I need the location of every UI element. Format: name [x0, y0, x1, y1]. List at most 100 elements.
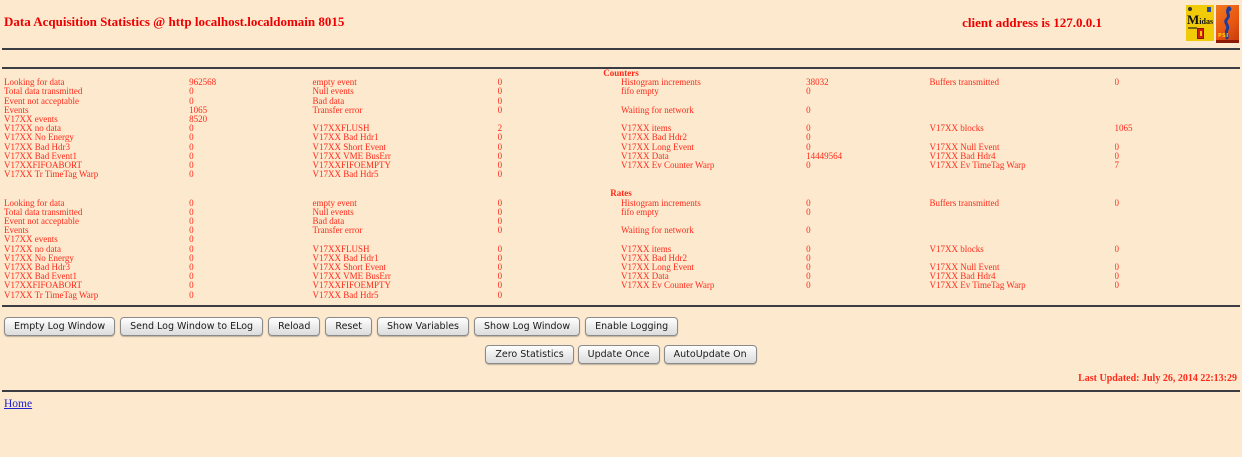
reload-button[interactable]: Reload [268, 316, 321, 336]
empty-log-window-button[interactable]: Empty Log Window [4, 316, 116, 336]
stats-row: V17XX Tr TimeTag Warp 0 V17XX Bad Hdr5 0 [4, 291, 1238, 300]
psi-logo-icon[interactable]: PSI [1216, 5, 1239, 43]
stats-row: V17XX events 8520 [4, 115, 1238, 124]
divider [2, 389, 1240, 392]
stat-value: 0 [189, 198, 194, 208]
stat-value: 0 [497, 272, 503, 282]
stat-value: 0 [497, 133, 503, 143]
stat-label: V17XXFIFOABORT [4, 161, 82, 171]
stat-value [1115, 97, 1238, 106]
section-heading-rates: Rates [610, 188, 632, 199]
stats-row: V17XX No Energy 0 V17XX Bad Hdr1 0 V17XX Bad… [4, 133, 1238, 142]
zero-statistics-button[interactable]: Zero Statistics [485, 344, 574, 364]
stat-label: Waiting for network [620, 105, 694, 115]
stat-value [806, 217, 929, 226]
stat-value: 0 [497, 151, 503, 161]
stat-value: 0 [497, 96, 503, 106]
stat-label: Histogram increments [620, 198, 701, 208]
stat-value: 0 [189, 226, 194, 236]
stat-value: 14449564 [806, 151, 843, 161]
stat-value [1115, 235, 1238, 244]
stat-label: V17XX Ev Counter Warp [620, 281, 715, 291]
home-link[interactable]: Home [4, 397, 33, 410]
logos: Midas PSI [1186, 5, 1239, 43]
stat-label [621, 97, 806, 106]
stat-label: V17XX Long Event [620, 263, 694, 273]
stat-label [312, 115, 497, 124]
stat-label: Bad data [312, 217, 345, 227]
stats-row: Event not acceptable 0 Bad data 0 [4, 97, 1238, 106]
stat-value: 0 [806, 281, 811, 291]
stat-label: V17XX items [620, 244, 672, 254]
stat-label: V17XX Null Event [929, 142, 1000, 152]
stat-label: Waiting for network [620, 226, 694, 236]
stat-value: 0 [806, 87, 811, 97]
stat-label: V17XXFLUSH [312, 244, 370, 254]
stat-label: V17XX Bad Event1 [4, 272, 77, 282]
stat-label [929, 291, 1114, 300]
stat-label: V17XXFIFOABORT [4, 281, 82, 291]
stat-value: 1065 [1114, 124, 1133, 134]
midas-logo-rest: idas [1199, 17, 1214, 26]
send-log-window-to-elog-button[interactable]: Send Log Window to ELog [120, 316, 264, 336]
stat-value [1115, 254, 1238, 263]
stat-label [929, 254, 1114, 263]
psi-figure-icon [1224, 6, 1232, 40]
reset-button[interactable]: Reset [325, 316, 372, 336]
stat-label: V17XX Bad Hdr2 [620, 253, 687, 263]
stat-label: Transfer error [312, 105, 363, 115]
stat-value: 0 [806, 226, 811, 236]
stats-row: Events 1065 Transfer error 0 Waiting for net… [4, 106, 1238, 115]
stat-label: Null events [312, 207, 354, 217]
stat-label: Buffers transmitted [929, 78, 1000, 88]
stat-label: Looking for data [4, 198, 65, 208]
stats-row: V17XXFIFOABORT 0 V17XXFIFOEMPTY 0 V17XX Ev C… [4, 161, 1238, 170]
stat-value: 7 [1114, 161, 1120, 171]
stats-row: Looking for data 962568 empty event 0 Histog… [4, 78, 1238, 87]
stat-value: 0 [1114, 78, 1120, 88]
update-once-button[interactable]: Update Once [577, 344, 660, 364]
stat-label: V17XX events [4, 115, 58, 125]
stat-value: 0 [497, 78, 503, 88]
stat-value: 0 [497, 207, 503, 217]
stat-label: V17XX VME BusErr [312, 151, 391, 161]
stats-row: V17XX No Energy 0 V17XX Bad Hdr1 0 V17XX Bad… [4, 254, 1238, 263]
stat-label: empty event [312, 78, 357, 88]
midas-logo-figure-icon [1197, 28, 1204, 39]
stat-value [1115, 208, 1238, 217]
enable-logging-button[interactable]: Enable Logging [585, 316, 679, 336]
stats-row: V17XX events 0 [4, 235, 1238, 244]
stat-label: V17XX Short Event [312, 263, 386, 273]
autoupdate-on-button[interactable]: AutoUpdate On [663, 344, 757, 364]
stat-label [621, 291, 806, 300]
midas-logo-label: Midas [1187, 12, 1214, 27]
stat-label [621, 170, 806, 179]
stat-value: 0 [497, 281, 503, 291]
stat-value: 0 [189, 281, 194, 291]
stat-value: 0 [497, 198, 503, 208]
psi-logo-strip [1216, 40, 1239, 43]
stat-label: empty event [312, 198, 357, 208]
stat-label: V17XX Bad Hdr1 [312, 253, 379, 263]
stat-label [929, 115, 1114, 124]
header: Data Acquisition Statistics @ http local… [0, 0, 1242, 46]
stat-value: 0 [806, 244, 811, 254]
stat-label: V17XX No Energy [4, 133, 74, 143]
stat-value: 0 [189, 290, 194, 300]
stat-value: 0 [497, 170, 503, 180]
stat-label: V17XX Bad Hdr1 [312, 133, 379, 143]
stat-label: V17XX Bad Hdr2 [620, 133, 687, 143]
show-variables-button[interactable]: Show Variables [376, 316, 470, 336]
show-log-window-button[interactable]: Show Log Window [474, 316, 581, 336]
stat-label: V17XX Tr TimeTag Warp [4, 290, 99, 300]
stat-value: 0 [806, 207, 811, 217]
stat-label: V17XX Bad Hdr4 [929, 151, 996, 161]
midas-logo-dot-icon [1188, 7, 1192, 11]
stat-value [1115, 291, 1238, 300]
stat-value: 0 [806, 142, 811, 152]
midas-logo-icon[interactable]: Midas [1186, 5, 1214, 41]
stat-value: 0 [497, 142, 503, 152]
stat-label: fifo empty [620, 207, 659, 217]
stat-value: 0 [1114, 263, 1120, 273]
